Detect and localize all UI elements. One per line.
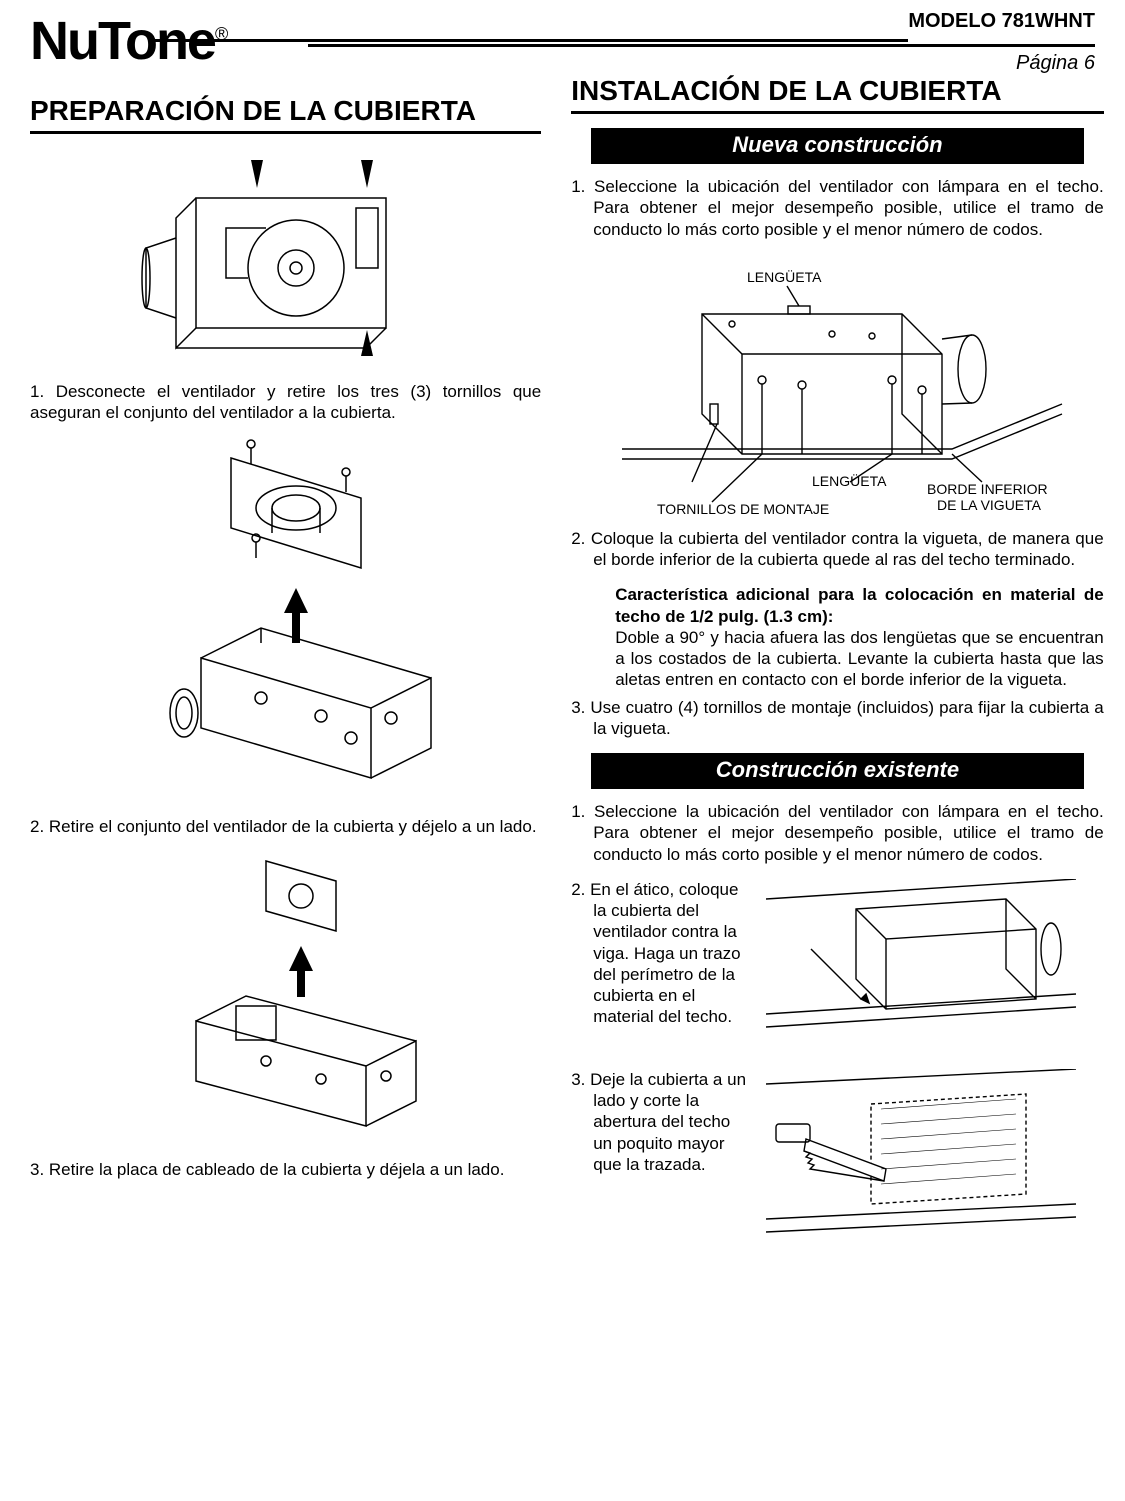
prep-diagram-2 (30, 438, 541, 798)
label-lengueta-bottom: LENGÜETA (812, 472, 887, 489)
prep-diagram-1 (30, 148, 541, 363)
ex-step-3: 3. Deje la cubierta a un lado y corte la… (571, 1069, 752, 1175)
ex-diagram-3 (766, 1069, 1103, 1249)
new-step-1: 1. Seleccione la ubicación del ventilado… (571, 176, 1104, 240)
banner-new-construction: Nueva construcción (591, 128, 1084, 164)
header-rule (148, 39, 908, 42)
ex-step-3-row: 3. Deje la cubierta a un lado y corte la… (571, 1069, 1104, 1249)
page-number: Página 6 (908, 52, 1095, 75)
ex-step-2: 2. En el ático, coloque la cubierta del … (571, 879, 752, 1028)
prep-diagram-3 (30, 851, 541, 1141)
content-columns: PREPARACIÓN DE LA CUBIERTA (30, 75, 1095, 1249)
ex-step-1: 1. Seleccione la ubicación del ventilado… (571, 801, 1104, 865)
right-column: INSTALACIÓN DE LA CUBIERTA Nueva constru… (571, 75, 1104, 1249)
model-label: MODELO 781WHNT (908, 10, 1095, 33)
full-header-rule (308, 44, 1095, 47)
new-step-2: 2. Coloque la cubierta del ventilador co… (571, 528, 1104, 571)
new-step-3: 3. Use cuatro (4) tornillos de montaje (… (571, 697, 1104, 740)
label-lengueta-top: LENGÜETA (747, 268, 822, 285)
left-column: PREPARACIÓN DE LA CUBIERTA (30, 75, 541, 1249)
page-header: NuTone® MODELO 781WHNT Página 6 (30, 10, 1095, 75)
left-section-title: PREPARACIÓN DE LA CUBIERTA (30, 95, 541, 134)
model-block: MODELO 781WHNT Página 6 (908, 10, 1095, 75)
new-step-2-feature: Característica adicional para la colocac… (571, 584, 1104, 690)
ex-diagram-2 (766, 879, 1103, 1049)
left-step-3: 3. Retire la placa de cableado de la cub… (30, 1159, 541, 1180)
right-section-title: INSTALACIÓN DE LA CUBIERTA (571, 75, 1104, 114)
label-borde-1: BORDE INFERIOR (927, 481, 1048, 497)
banner-existing-construction: Construcción existente (591, 753, 1084, 789)
install-diagram: LENGÜETA LENGÜETA TORNILLOS DE MONTAJE B… (571, 254, 1104, 524)
feature-title: Característica adicional para la colocac… (615, 584, 1104, 627)
label-borde-2: DE LA VIGUETA (937, 497, 1042, 513)
feature-body: Doble a 90° y hacia afuera las dos lengü… (615, 627, 1104, 691)
left-step-1: 1. Desconecte el ventilador y retire los… (30, 381, 541, 424)
label-tornillos: TORNILLOS DE MONTAJE (657, 501, 829, 517)
left-step-2: 2. Retire el conjunto del ventilador de … (30, 816, 541, 837)
ex-step-2-row: 2. En el ático, coloque la cubierta del … (571, 879, 1104, 1049)
